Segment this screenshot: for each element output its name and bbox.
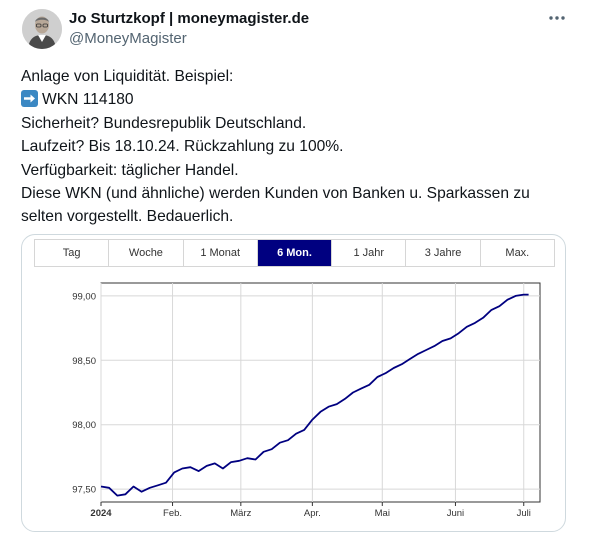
time-range-tabs: Tag Woche 1 Monat 6 Mon. 1 Jahr 3 Jahre …	[34, 239, 555, 267]
tab-3-jahre[interactable]: 3 Jahre	[406, 240, 481, 266]
tweet-line-wkn: WKN 114180	[21, 88, 581, 111]
y-tick-label: 98,50	[72, 356, 96, 367]
tweet-line: Verfügbarkeit: täglicher Handel.	[21, 161, 239, 179]
x-tick-label: März	[230, 508, 251, 519]
more-horizontal-icon	[549, 16, 565, 20]
tab-1-jahr[interactable]: 1 Jahr	[332, 240, 407, 266]
y-tick-label: 99,00	[72, 291, 96, 302]
x-tick-label: Mai	[375, 508, 390, 519]
x-tick-label: Feb.	[163, 508, 182, 519]
tweet-line: Diese WKN (und ähnliche) werden Kunden v…	[21, 185, 530, 203]
x-tick-label: Apr.	[304, 508, 321, 519]
tab-tag[interactable]: Tag	[35, 240, 110, 266]
tweet-line: Anlage von Liquidität. Beispiel:	[21, 68, 234, 85]
y-tick-label: 97,50	[72, 485, 96, 496]
tweet-line: Laufzeit? Bis 18.10.24. Rückzahlung zu 1…	[21, 138, 344, 156]
author-handle[interactable]: @MoneyMagister	[69, 30, 187, 47]
tweet-line: Sicherheit? Bundesrepublik Deutschland.	[21, 114, 307, 132]
avatar[interactable]	[22, 9, 62, 49]
price-line	[100, 293, 529, 497]
y-tick-label: 98,00	[72, 420, 96, 431]
author-name[interactable]: Jo Sturtzkopf | moneymagister.de	[69, 10, 310, 27]
tweet-text: Anlage von Liquidität. Beispiel: WKN 114…	[21, 65, 581, 229]
tab-1-monat[interactable]: 1 Monat	[184, 240, 258, 266]
price-chart: 97,50 98,00 98,50 99,00 2024 Feb. März Apr. Mai J…	[72, 282, 541, 519]
tab-6-mon[interactable]: 6 Mon.	[257, 240, 333, 266]
tab-woche[interactable]: Woche	[109, 240, 184, 266]
tab-max[interactable]: Max.	[505, 247, 530, 259]
x-tick-label: Juni	[447, 508, 464, 519]
tweet-line: selten vorgestellt. Bedauerlich.	[21, 208, 234, 226]
x-tick-label: 2024	[90, 508, 112, 519]
more-options-button[interactable]	[545, 6, 569, 30]
x-tick-label: Juli	[517, 508, 531, 519]
chart-image-card[interactable]: Tag Woche 1 Monat 6 Mon. 1 Jahr 3 Jahre …	[21, 234, 566, 532]
plot-frame	[100, 282, 541, 503]
wkn-text: WKN 114180	[42, 91, 134, 109]
right-arrow-emoji-icon	[21, 90, 38, 108]
